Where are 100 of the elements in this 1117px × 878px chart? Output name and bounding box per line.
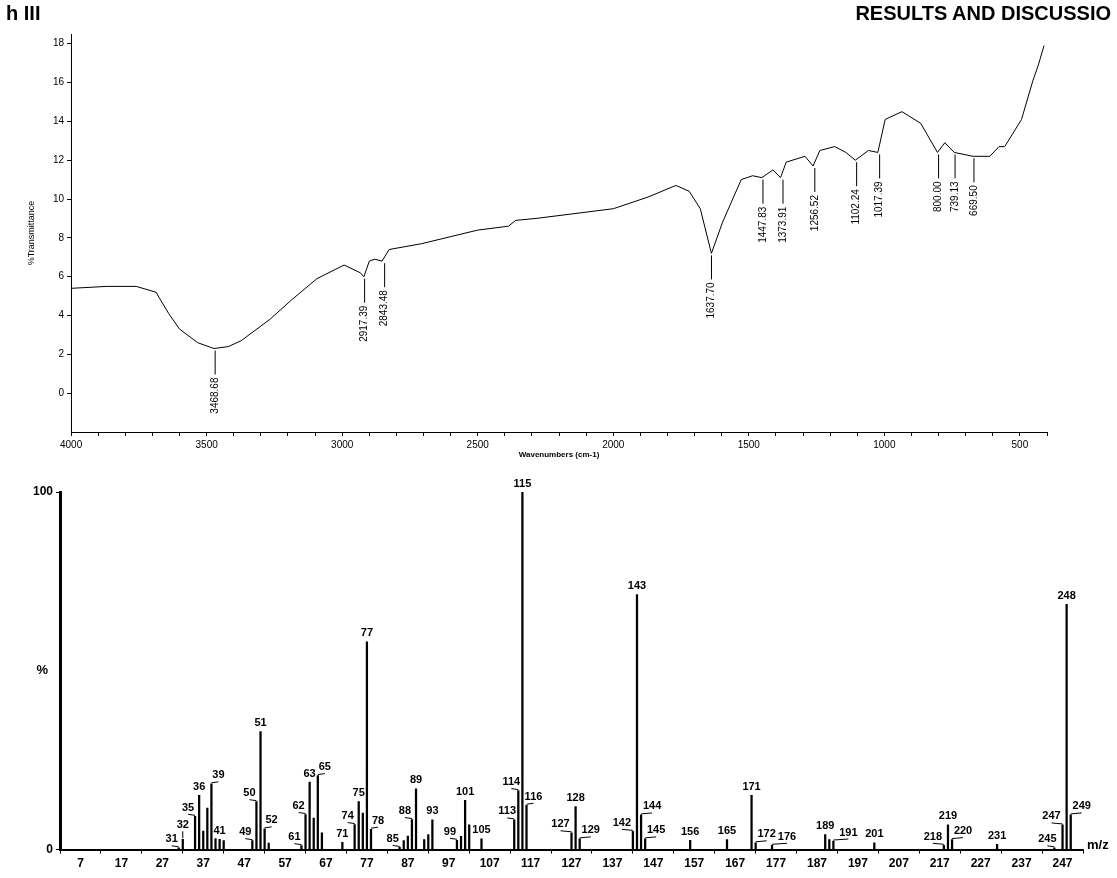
annotation: 1017.39: [873, 180, 885, 218]
x-tick-label: 1500: [737, 438, 761, 450]
annotation: 176: [777, 829, 797, 842]
annotation: 39: [212, 768, 225, 781]
y-tick-label: 12: [53, 153, 65, 165]
annotation: 51: [254, 716, 267, 729]
annotation: 78: [371, 813, 385, 826]
x-tick-label: 167: [725, 856, 746, 871]
annotation: 191: [839, 825, 858, 838]
annotation: 219: [938, 809, 958, 822]
annotation: 101: [455, 784, 475, 797]
annotation: 220: [953, 824, 973, 837]
annotation: 129: [581, 823, 600, 836]
annotation: 85: [386, 831, 399, 844]
x-tick-label: 500: [1011, 438, 1029, 450]
x-axis-title: m/z: [1087, 837, 1110, 853]
annotation: 31: [165, 832, 178, 845]
annotation: 50: [243, 786, 256, 799]
annotation: 88: [398, 804, 412, 817]
y-axis-title: %Transmittance: [25, 200, 36, 266]
annotation: 231: [987, 828, 1007, 841]
annotation: 2843.48: [378, 289, 390, 327]
annotation: 142: [612, 815, 632, 828]
x-tick-label: 177: [766, 856, 787, 871]
annotation: 74: [341, 809, 355, 822]
x-tick-label: 87: [401, 856, 415, 871]
y-tick-label: 0: [46, 841, 54, 856]
x-tick-label: 4000: [60, 438, 83, 450]
annotation: 115: [513, 476, 532, 489]
y-tick-label: 18: [53, 37, 65, 49]
x-tick-label: 27: [155, 856, 170, 871]
y-tick-label: 2: [58, 348, 65, 360]
x-tick-label: 127: [561, 856, 582, 871]
annotation: 114: [502, 775, 522, 788]
x-tick-label: 3000: [331, 438, 354, 450]
y-tick-label: 16: [53, 76, 65, 88]
annotation: 3468.68: [208, 377, 220, 414]
y-tick-label: 14: [53, 115, 65, 127]
y-tick-label: 100: [32, 484, 54, 499]
annotation: 1373.91: [776, 206, 788, 243]
x-tick-label: 207: [888, 856, 910, 871]
annotation: 65: [318, 760, 331, 773]
x-tick-label: 57: [278, 856, 293, 871]
annotation: 127: [551, 817, 570, 830]
annotation: 41: [213, 823, 226, 836]
annotation: 739.13: [948, 180, 960, 213]
x-tick-label: 17: [114, 856, 129, 871]
annotation: 105: [472, 823, 491, 836]
x-tick-label: 187: [807, 856, 828, 871]
annotation: 143: [627, 579, 647, 592]
x-tick-label: 67: [319, 856, 333, 871]
x-tick-label: 2500: [466, 438, 490, 450]
x-tick-label: 197: [847, 856, 869, 871]
y-tick-label: 8: [58, 231, 65, 243]
annotation: 128: [566, 791, 585, 804]
x-tick-label: 77: [360, 856, 374, 871]
x-tick-label: 47: [237, 856, 252, 871]
annotation: 165: [717, 824, 737, 837]
annotation: 1102.24: [850, 188, 862, 225]
x-tick-label: 37: [196, 856, 211, 871]
annotation: 49: [239, 825, 252, 838]
annotation: 172: [757, 827, 776, 840]
y-axis-title: %: [36, 662, 49, 678]
annotation: 77: [360, 626, 374, 639]
annotation: 71: [336, 826, 349, 839]
x-tick-label: 107: [479, 856, 500, 871]
x-tick-label: 97: [442, 856, 456, 871]
x-tick-label: 1000: [873, 438, 896, 450]
annotation: 36: [193, 779, 206, 792]
annotation: 61: [288, 830, 301, 843]
annotation: 93: [426, 804, 439, 817]
annotation: 52: [265, 813, 278, 826]
annotation: 99: [443, 824, 457, 837]
annotation: 145: [646, 823, 666, 836]
x-tick-label: 137: [602, 856, 623, 871]
annotation: 75: [352, 786, 365, 799]
annotation: 1447.83: [756, 206, 768, 243]
annotation: 800.00: [932, 180, 944, 213]
annotation: 1637.70: [705, 281, 717, 319]
annotation: 201: [865, 827, 884, 840]
x-tick-label: 247: [1052, 856, 1073, 871]
annotation: 218: [923, 829, 943, 842]
annotation: 156: [681, 824, 700, 837]
annotation: 669.50: [967, 184, 979, 216]
annotation: 62: [292, 799, 305, 812]
x-tick-label: 227: [970, 856, 992, 871]
x-tick-label: 117: [520, 856, 541, 871]
annotation: 248: [1057, 588, 1076, 601]
y-tick-label: 4: [58, 309, 65, 321]
annotation: 1256.52: [808, 194, 820, 232]
annotation: 116: [524, 789, 543, 802]
annotation: 171: [742, 779, 761, 792]
annotation: 89: [409, 773, 423, 786]
x-tick-label: 147: [643, 856, 664, 871]
annotation: 35: [181, 800, 195, 813]
annotation: 249: [1072, 799, 1091, 812]
x-tick-label: 237: [1011, 856, 1032, 871]
y-tick-label: 6: [58, 270, 65, 282]
x-tick-label: 7: [77, 856, 85, 871]
annotation: 144: [642, 799, 663, 812]
